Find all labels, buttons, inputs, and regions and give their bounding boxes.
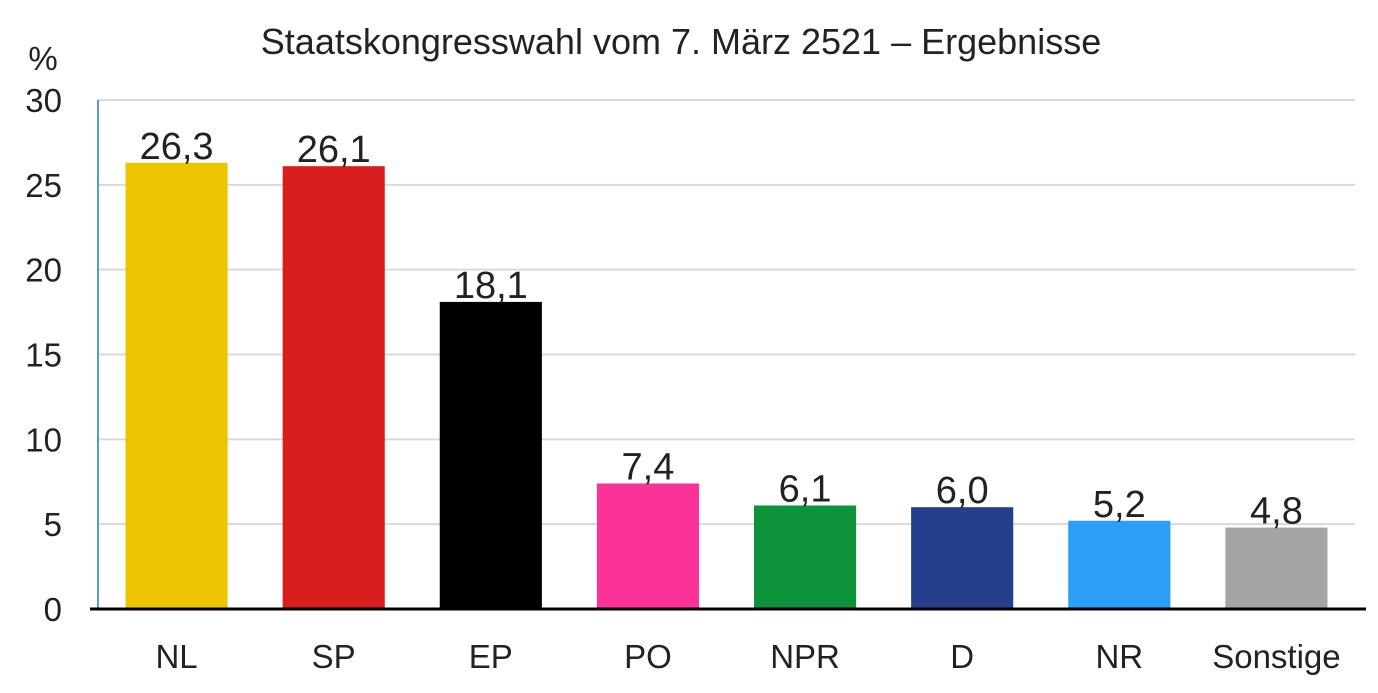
data-label: 4,8 [1250,491,1303,533]
x-category-label: PO [624,638,672,675]
x-category-label: SP [312,638,356,675]
x-category-label: EP [469,638,513,675]
y-tick-label: 15 [25,337,62,374]
x-axis-categories: NL SP EP PO NPR D NR Sonstige [155,638,1340,675]
x-category-label: Sonstige [1212,638,1340,675]
x-category-label: NPR [770,638,840,675]
bar-nl [125,162,228,609]
y-tick-label: 10 [25,421,62,458]
bar-sonstige [1225,527,1328,609]
chart-title: Staatskongresswahl vom 7. März 2521 – Er… [261,21,1101,62]
data-label: 6,0 [936,470,989,512]
data-label: 5,2 [1093,484,1146,526]
data-label: 7,4 [622,446,675,488]
data-label: 18,1 [454,265,528,307]
y-axis-unit-label: % [28,40,57,77]
x-category-label: NR [1095,638,1143,675]
bar-sp [282,166,385,610]
y-tick-label: 20 [25,252,62,289]
bar-npr [753,505,857,609]
y-tick-label: 25 [25,167,62,204]
y-tick-label: 0 [44,591,62,628]
y-tick-label: 5 [44,506,62,543]
bar-d [911,507,1014,609]
bars [125,162,1328,610]
y-tick-label: 30 [25,82,62,119]
data-label: 6,1 [779,469,832,511]
x-category-label: D [950,638,974,675]
bar-po [596,483,700,609]
x-category-label: NL [155,638,197,675]
bar-nr [1068,520,1171,609]
data-label: 26,1 [297,129,371,171]
data-labels: 26,3 26,1 18,1 7,4 6,1 6,0 5,2 4,8 [140,126,1303,533]
y-axis-ticks: 0 5 10 15 20 25 30 [25,82,62,628]
bar-ep [439,301,542,609]
data-label: 26,3 [140,126,214,168]
